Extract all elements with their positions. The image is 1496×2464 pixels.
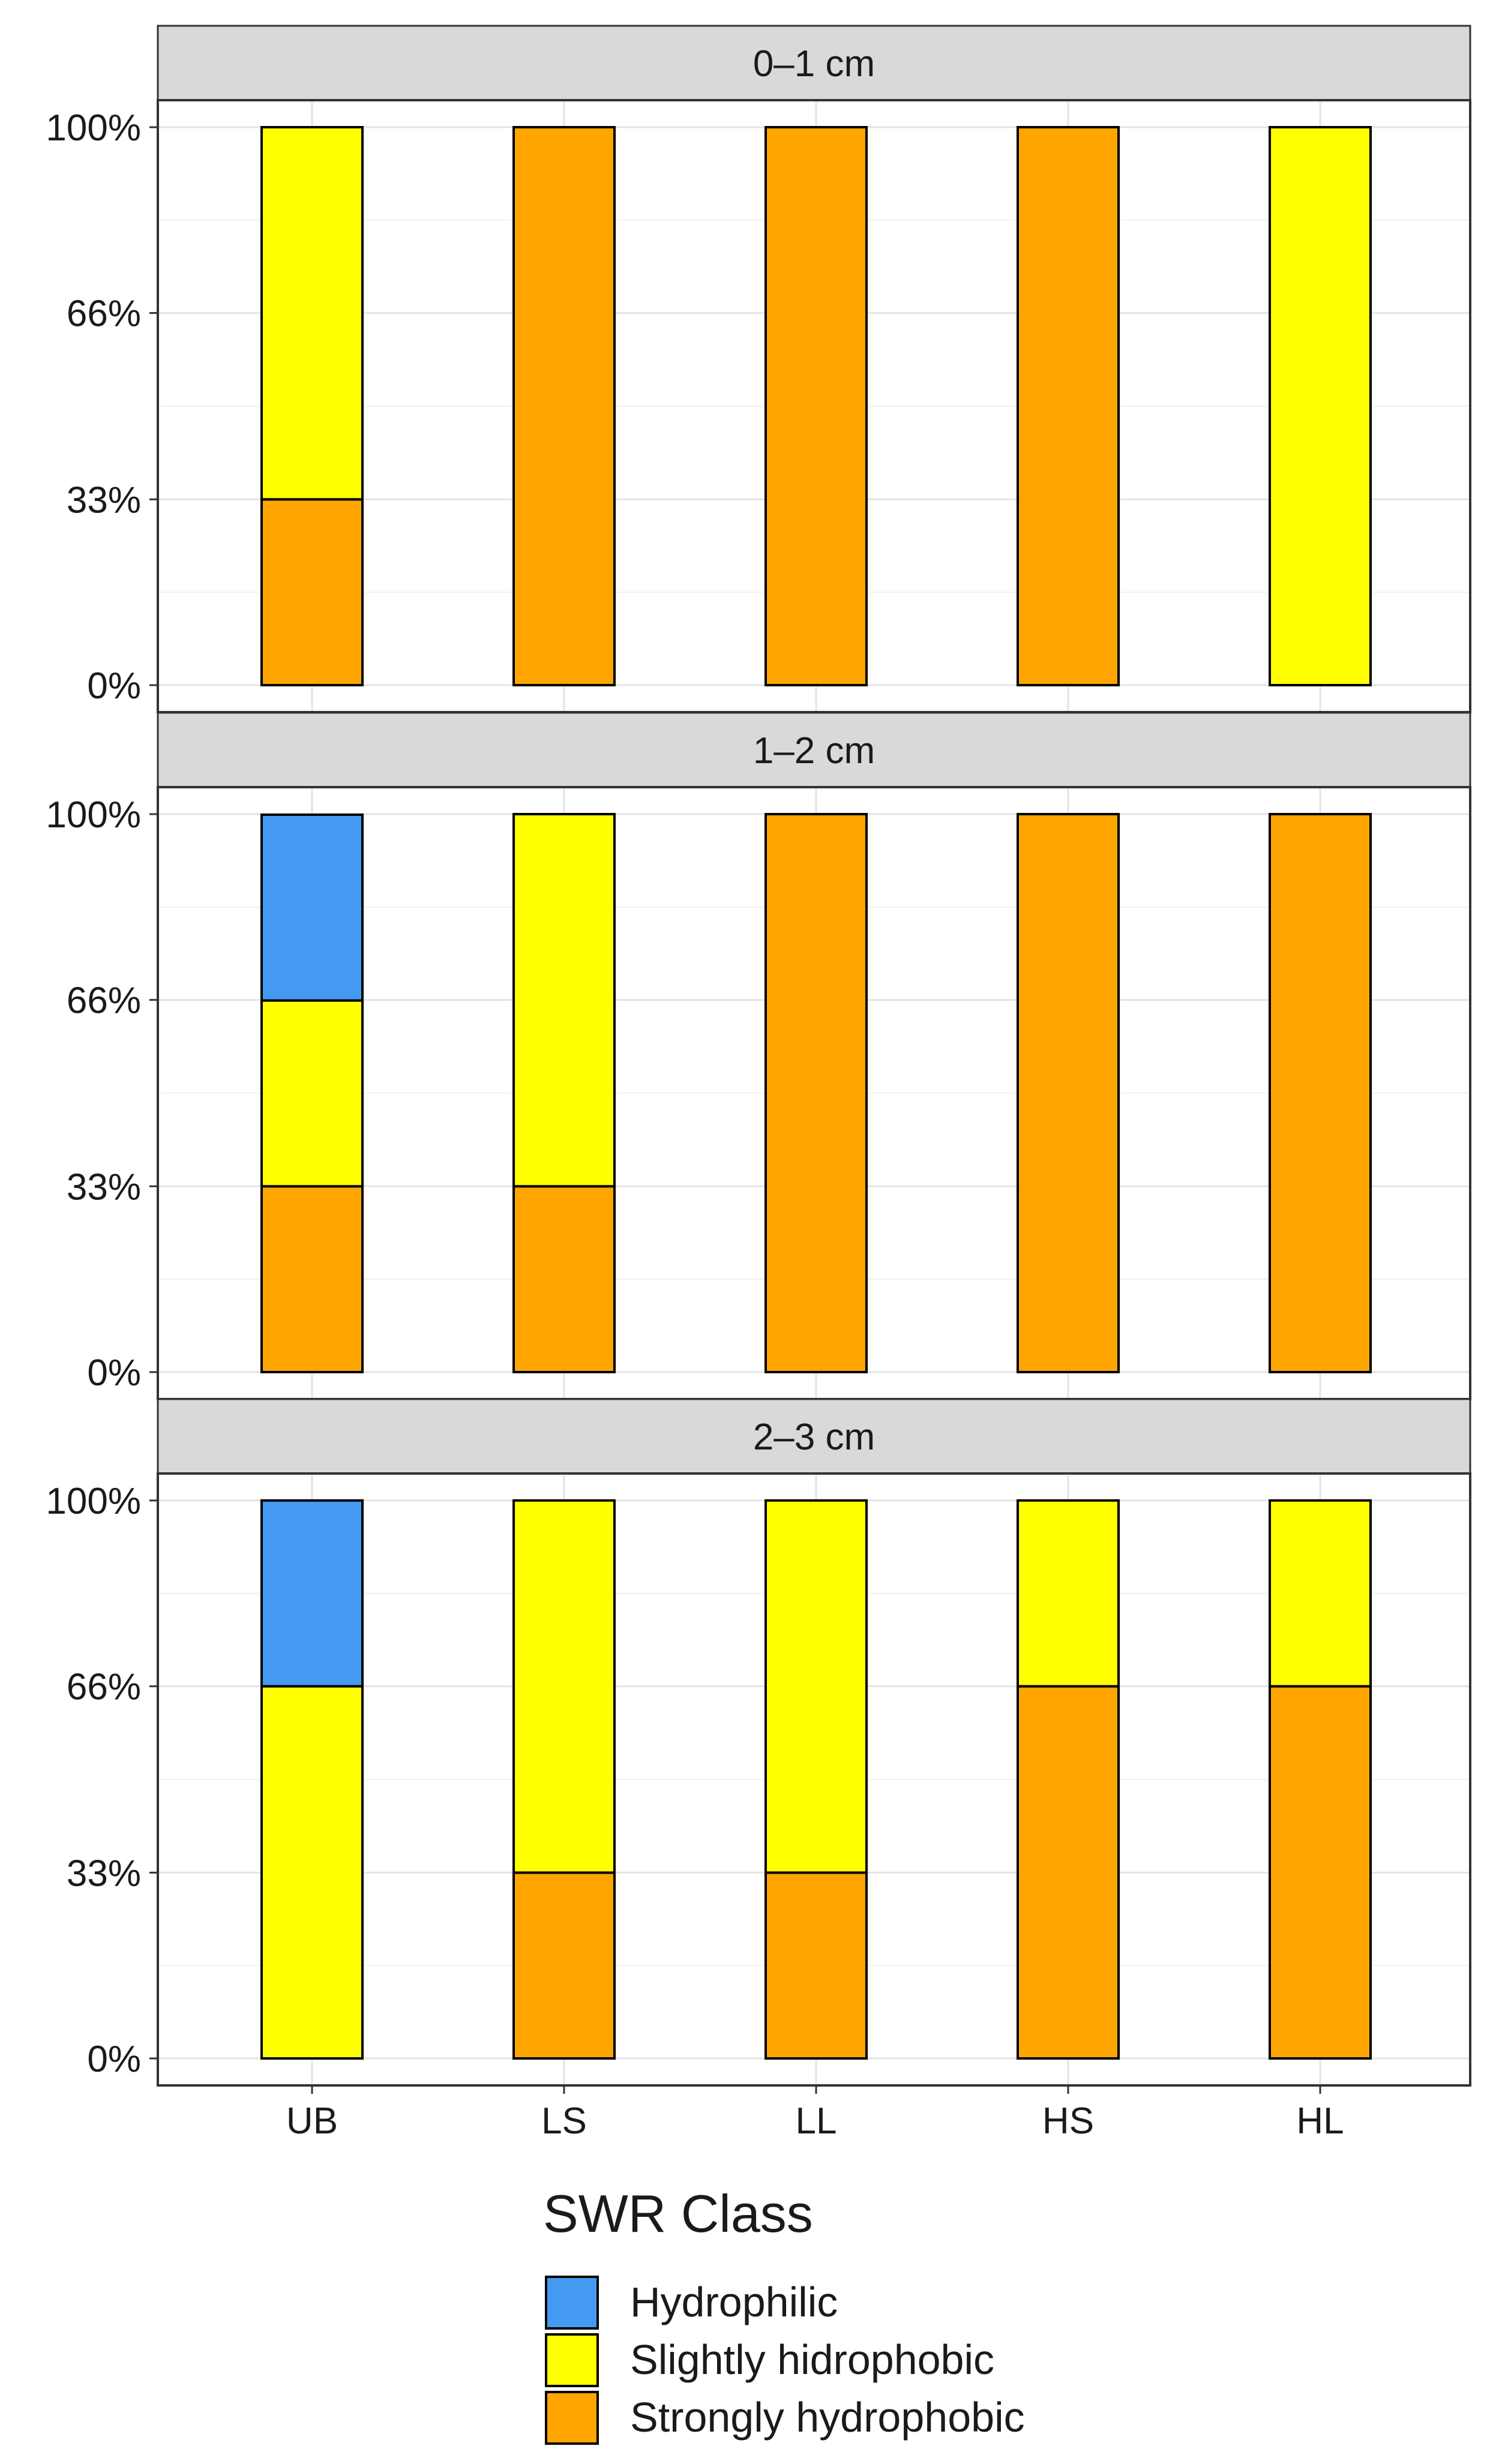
legend-key-hidrophobic bbox=[545, 2333, 599, 2387]
y-tick-label: 0% bbox=[87, 1352, 141, 1394]
bar-segment-ls-hidrophobic bbox=[512, 1499, 616, 1874]
legend-label: Slightly hidrophobic bbox=[630, 2336, 994, 2383]
x-tick-label: HL bbox=[1296, 2100, 1344, 2142]
facet-strip-label: 1–2 cm bbox=[753, 730, 875, 772]
x-tick-label: LL bbox=[796, 2100, 837, 2142]
legend-label: Hydrophilic bbox=[630, 2279, 838, 2325]
bar-segment-ub-hydrophilic bbox=[260, 813, 364, 1002]
y-tick-label: 66% bbox=[67, 1667, 141, 1708]
x-tick-label: HS bbox=[1042, 2100, 1094, 2142]
bar-segment-hs-hydrophobic bbox=[1017, 126, 1120, 686]
y-tick-label: 100% bbox=[46, 107, 141, 149]
bar-segment-hs-hydrophobic bbox=[1017, 1685, 1120, 2060]
legend-key-hydrophilic bbox=[545, 2276, 599, 2330]
y-tick-label: 0% bbox=[87, 2039, 141, 2080]
panel-border bbox=[157, 1472, 1471, 2087]
bar-segment-ub-hidrophobic bbox=[260, 999, 364, 1188]
bar-segment-ls-hydrophobic bbox=[512, 126, 616, 686]
x-tick-label: UB bbox=[286, 2100, 338, 2142]
y-tick-label: 33% bbox=[67, 1853, 141, 1894]
bar-segment-hs-hydrophobic bbox=[1017, 813, 1120, 1373]
bar-segment-ls-hydrophobic bbox=[512, 1185, 616, 1374]
legend-key-hydrophobic bbox=[545, 2391, 599, 2445]
facet-panel-2: 1–2 cm 0% 33% 66% 100% bbox=[46, 712, 1471, 1400]
bar-segment-hl-hydrophobic bbox=[1269, 1685, 1372, 2060]
facet-panel-1: 0–1 cm 0% 33% 66% 100% bbox=[46, 25, 1471, 713]
bar-segment-ll-hydrophobic bbox=[765, 126, 868, 686]
legend: SWR Class Hydrophilic Slightly hidrophobic… bbox=[543, 2184, 1025, 2445]
legend-title: SWR Class bbox=[543, 2184, 813, 2243]
y-tick-label: 33% bbox=[67, 479, 141, 521]
facet-panel-3: 2–3 cm 0% 33% 66% 100% UB LS LL HS HL bbox=[46, 1398, 1471, 2142]
bar-segment-ub-hydrophobic bbox=[260, 498, 364, 686]
bar-segment-ub-hydrophilic bbox=[260, 1499, 364, 1688]
bar-segment-ls-hidrophobic bbox=[512, 813, 616, 1188]
facet-strip-label: 0–1 cm bbox=[753, 43, 875, 85]
bar-segment-ub-hydrophobic bbox=[260, 1185, 364, 1374]
y-tick-label: 66% bbox=[67, 980, 141, 1022]
y-tick-label: 66% bbox=[67, 293, 141, 335]
y-tick-label: 100% bbox=[46, 794, 141, 836]
bar-segment-ll-hidrophobic bbox=[765, 1499, 868, 1874]
legend-label: Strongly hydrophobic bbox=[630, 2394, 1025, 2441]
y-tick-label: 100% bbox=[46, 1481, 141, 1522]
facet-strip bbox=[157, 1398, 1471, 1475]
bar-segment-ll-hydrophobic bbox=[765, 1871, 868, 2060]
bar-segment-ub-hidrophobic bbox=[260, 126, 364, 501]
bar-segment-hl-hidrophobic bbox=[1269, 1499, 1372, 1688]
bar-segment-ll-hydrophobic bbox=[765, 813, 868, 1373]
bar-segment-hs-hidrophobic bbox=[1017, 1499, 1120, 1688]
facet-strip bbox=[157, 25, 1471, 101]
y-tick-label: 0% bbox=[87, 665, 141, 707]
bar-segment-ls-hydrophobic bbox=[512, 1871, 616, 2060]
facet-strip-label: 2–3 cm bbox=[753, 1416, 875, 1458]
x-tick-label: LS bbox=[541, 2100, 587, 2142]
bar-segment-hl-hydrophobic bbox=[1269, 813, 1372, 1373]
y-tick-label: 33% bbox=[67, 1166, 141, 1208]
bar-segment-ub-hidrophobic bbox=[260, 1685, 364, 2060]
bar-segment-hl-hidrophobic bbox=[1269, 126, 1372, 686]
